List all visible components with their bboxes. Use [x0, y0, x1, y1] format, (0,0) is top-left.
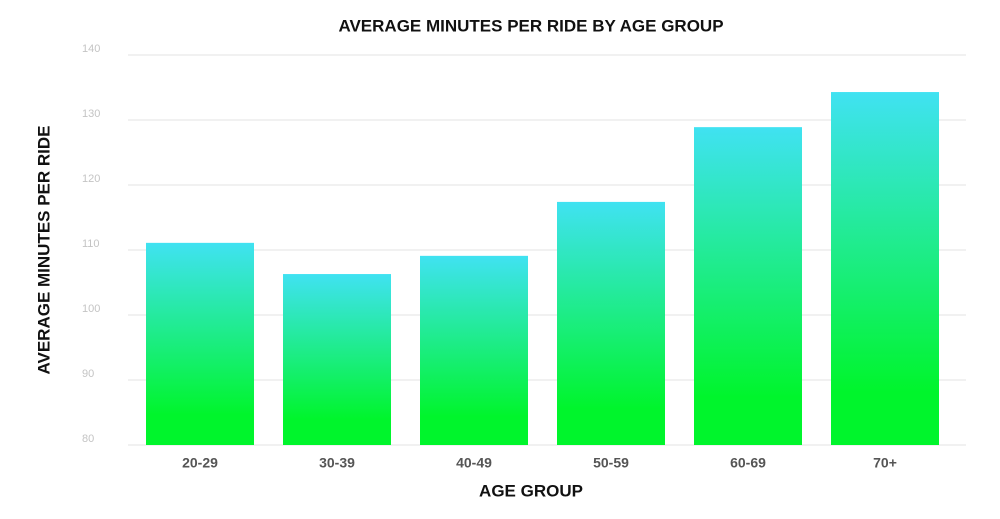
y-tick-label: 110: [82, 238, 100, 250]
bar: [694, 127, 802, 446]
bar: [831, 92, 939, 446]
y-tick-label: 140: [82, 43, 100, 55]
x-tick-label: 20-29: [182, 455, 218, 471]
x-tick-label: 50-59: [593, 455, 629, 471]
y-tick-label: 120: [82, 173, 100, 185]
bar: [146, 242, 254, 445]
bar: [283, 274, 391, 445]
x-tick-label: 70+: [873, 455, 897, 471]
bar: [557, 201, 665, 445]
x-tick-label: 30-39: [319, 455, 355, 471]
chart-title: AVERAGE MINUTES PER RIDE BY AGE GROUP: [338, 16, 723, 35]
bar: [420, 255, 528, 445]
y-tick-label: 100: [82, 303, 100, 315]
y-tick-label: 80: [82, 433, 94, 445]
x-tick-label: 60-69: [730, 455, 766, 471]
x-tick-label: 40-49: [456, 455, 492, 471]
y-axis-label: AVERAGE MINUTES PER RIDE: [34, 125, 53, 374]
y-tick-label: 130: [82, 108, 100, 120]
y-tick-label: 90: [82, 368, 94, 380]
x-axis-label: AGE GROUP: [479, 481, 583, 500]
